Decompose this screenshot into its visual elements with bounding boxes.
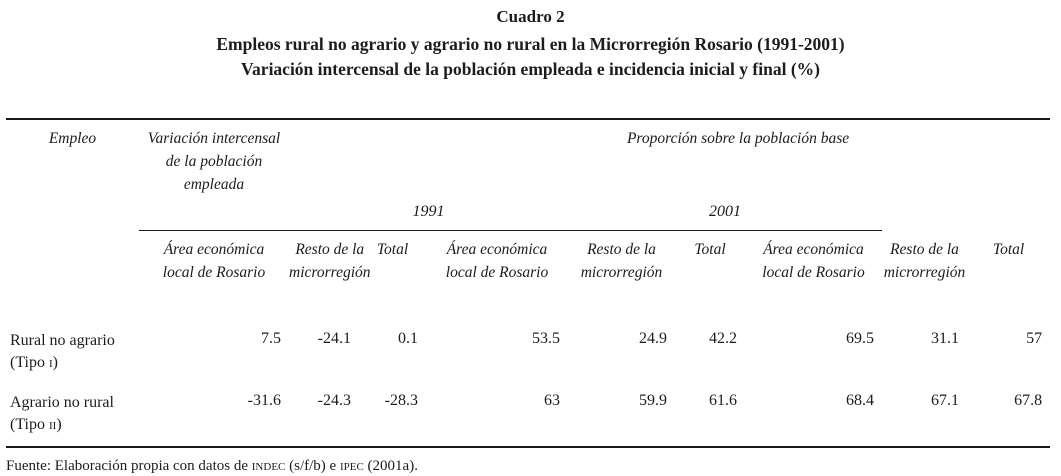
group-header-row: Empleo Variación intercensal de la pobla… — [6, 119, 1050, 201]
row-label-name: Agrario no rural — [10, 394, 114, 411]
value-cell: 53.5 — [532, 330, 560, 347]
value-cell: 59.9 — [639, 392, 667, 409]
table-row: Rural no agrario (Tipo I) 7.5 -24.1 0.1 … — [6, 323, 1050, 388]
source-note: Fuente: Elaboración propia con datos de … — [6, 458, 418, 474]
value-cell: -24.1 — [317, 330, 351, 347]
subheader-row: Área económica local de Rosario Resto de… — [6, 231, 1050, 324]
org-name-indec: INDEC — [251, 458, 286, 474]
col-header-empleo: Empleo — [48, 130, 97, 147]
value-cell: 67.1 — [931, 392, 959, 409]
subheader-area-2001: Área económica local de Rosario — [762, 241, 865, 281]
table-row: Agrario no rural (Tipo II) -31.6 -24.3 -… — [6, 388, 1050, 447]
row-label-tipo: (Tipo II) — [10, 416, 62, 433]
value-cell: 68.4 — [846, 392, 874, 409]
year-header-1991: 1991 — [289, 201, 568, 231]
value-cell: 67.8 — [1014, 392, 1043, 409]
spacer-cell — [967, 201, 1050, 231]
value-cell: 24.9 — [639, 330, 667, 347]
tipo-numeral: II — [48, 416, 57, 433]
org-name-ipec: IPEC — [339, 458, 364, 474]
table-title: Empleos rural no agrario y agrario no ru… — [216, 34, 845, 54]
table-number: Cuadro 2 — [496, 7, 565, 26]
value-cell: 42.2 — [709, 330, 737, 347]
value-cell: 31.1 — [931, 330, 959, 347]
row-label: Agrario no rural (Tipo II) — [6, 388, 139, 447]
year-header-row: 1991 2001 — [6, 201, 1050, 231]
spacer-cell — [6, 231, 139, 324]
row-label-name: Rural no agrario — [10, 332, 115, 349]
subheader-total-2001: Total — [992, 240, 1025, 258]
spacer-cell — [882, 201, 967, 231]
year-header-2001: 2001 — [568, 201, 882, 231]
year-underline — [139, 201, 289, 231]
group-header-proporcion: Proporción sobre la población base — [626, 130, 850, 147]
spacer-cell — [6, 201, 139, 231]
subheader-area-1991: Área económica local de Rosario — [445, 241, 549, 281]
subheader-resto-2001: Resto de la microrregión — [883, 240, 966, 281]
value-cell: 69.5 — [846, 330, 874, 347]
value-cell: -31.6 — [247, 392, 281, 409]
value-cell: -24.3 — [317, 392, 351, 409]
subheader-resto-variacion: Resto de la microrregión — [289, 241, 371, 281]
row-label-tipo: (Tipo I) — [10, 354, 58, 371]
group-header-variacion: Variación intercensal de la población em… — [147, 130, 281, 193]
value-cell: 63 — [544, 392, 560, 409]
tipo-numeral: I — [48, 354, 53, 371]
subheader-resto-1991: Resto de la microrregión — [580, 241, 663, 281]
spacer-cell — [289, 119, 359, 201]
value-cell: 61.6 — [709, 392, 737, 409]
table-caption: Cuadro 2 Empleos rural no agrario y agra… — [6, 6, 1055, 82]
value-cell: -28.3 — [384, 392, 418, 409]
subheader-area-variacion: Área económica local de Rosario — [162, 241, 266, 281]
subheader-total-variacion: Total — [376, 241, 409, 258]
spacer-cell — [359, 119, 426, 201]
data-table: Empleo Variación intercensal de la pobla… — [6, 118, 1051, 448]
value-cell: 7.5 — [261, 330, 281, 347]
row-label: Rural no agrario (Tipo I) — [6, 323, 139, 388]
value-cell: 57 — [1026, 330, 1043, 347]
subheader-total-1991: Total — [694, 241, 726, 258]
value-cell: 0.1 — [398, 330, 418, 347]
table-subtitle: Variación intercensal de la población em… — [241, 59, 820, 79]
